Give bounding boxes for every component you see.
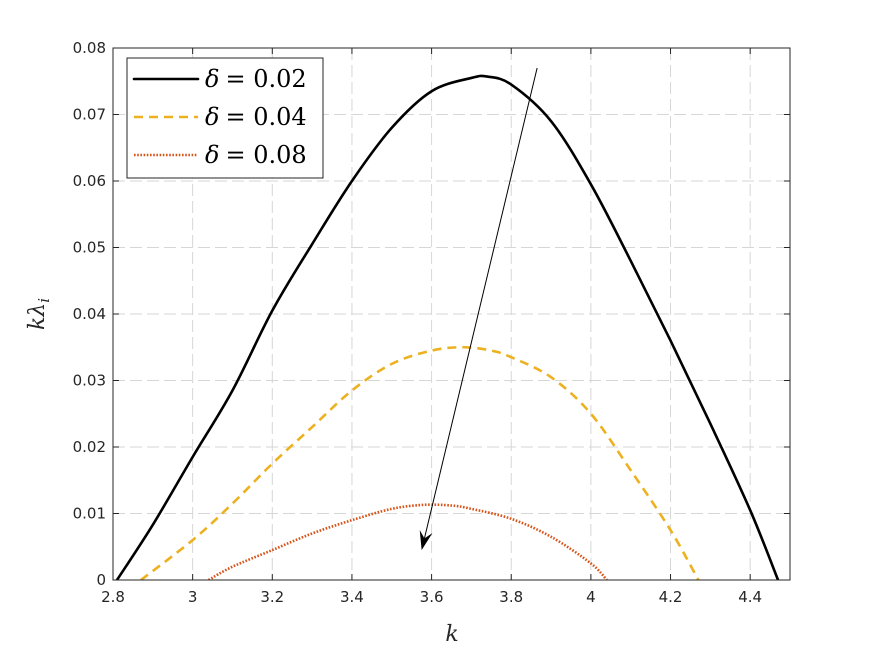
x-tick-labels: 2.8 3 3.2 3.4 3.6 3.8 4 4.2 4.4 <box>101 588 762 606</box>
y-tick-label-0: 0 <box>96 571 106 589</box>
legend-value-0: = 0.02 <box>225 65 306 93</box>
legend-label-0: δ = 0.02 <box>205 65 307 93</box>
legend-value-2: = 0.08 <box>225 141 306 169</box>
y-tick-label-3: 0.03 <box>73 372 106 390</box>
y-tick-label-2: 0.02 <box>73 438 106 456</box>
y-tick-label-7: 0.07 <box>73 106 106 124</box>
legend-symbol-1: δ <box>205 103 219 131</box>
x-tick-label-6: 4 <box>586 588 596 606</box>
y-tick-labels: 0 0.01 0.02 0.03 0.04 0.05 0.06 0.07 0.08 <box>73 39 106 589</box>
legend-symbol-2: δ <box>205 141 219 169</box>
x-tick-label-8: 4.4 <box>738 588 762 606</box>
series-line-1 <box>140 345 700 580</box>
legend: δ = 0.02 δ = 0.04 δ = 0.08 <box>126 57 324 179</box>
y-tick-label-5: 0.05 <box>73 239 106 257</box>
legend-label-1: δ = 0.04 <box>205 103 307 131</box>
legend-label-2: δ = 0.08 <box>205 141 307 169</box>
x-axis-label: k <box>445 622 458 647</box>
x-tick-label-1: 3 <box>188 588 198 606</box>
x-tick-label-5: 3.8 <box>499 588 523 606</box>
x-tick-label-7: 4.2 <box>659 588 683 606</box>
x-tick-label-0: 2.8 <box>101 588 125 606</box>
y-tick-label-4: 0.04 <box>73 305 106 323</box>
annotation-arrow-head-0 <box>419 530 433 551</box>
y-axis-label-subscript: i <box>35 298 53 303</box>
annotation-arrow-shaft-0 <box>423 67 538 539</box>
y-tick-label-8: 0.08 <box>73 39 106 57</box>
axis-ticks <box>112 47 790 581</box>
y-axis-label-main: kλ <box>25 303 50 330</box>
y-axis-label: kλi <box>25 298 53 330</box>
legend-value-1: = 0.04 <box>225 103 306 131</box>
x-tick-label-4: 3.6 <box>420 588 444 606</box>
y-tick-label-1: 0.01 <box>73 505 106 523</box>
x-tick-label-2: 3.2 <box>260 588 284 606</box>
legend-symbol-0: δ <box>205 65 219 93</box>
annotation-layer <box>419 67 538 551</box>
series-layer <box>115 74 780 580</box>
y-tick-label-6: 0.06 <box>73 172 106 190</box>
series-line-2 <box>207 503 608 580</box>
x-tick-label-3: 3.4 <box>340 588 364 606</box>
series-line-0 <box>115 74 780 580</box>
